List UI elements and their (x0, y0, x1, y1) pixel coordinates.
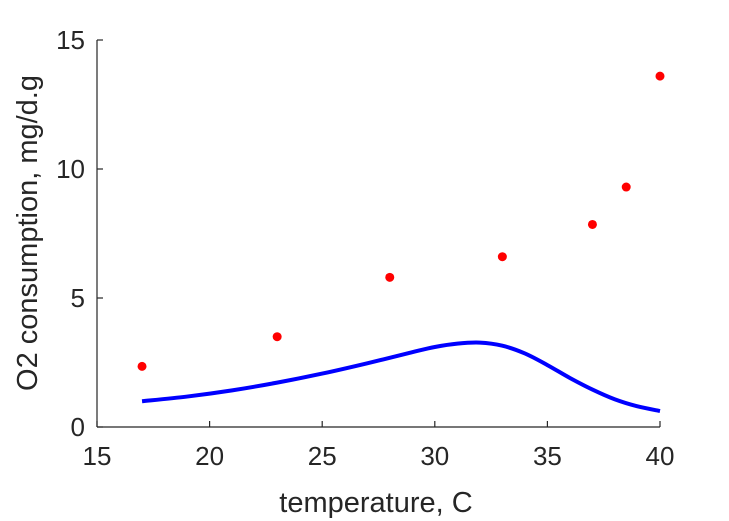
axes: 15 20 25 30 35 40 0 5 10 15 (56, 25, 674, 471)
y-tick-label: 0 (71, 412, 85, 442)
y-tick-label: 10 (56, 154, 85, 184)
data-point (137, 361, 147, 371)
data-point (385, 272, 395, 282)
x-tick-label: 30 (420, 441, 449, 471)
x-tick-label: 25 (308, 441, 337, 471)
x-tick-label: 15 (83, 441, 112, 471)
data-point (655, 71, 665, 81)
y-axis-label: O2 consumption, mg/d.g (12, 75, 44, 391)
model-curve-line (141, 340, 661, 413)
x-tick-label: 35 (533, 441, 562, 471)
data-point (272, 332, 282, 342)
data-point (497, 252, 507, 262)
y-tick-label: 5 (71, 283, 85, 313)
x-tick-label: 20 (195, 441, 224, 471)
data-point (587, 219, 597, 229)
x-axis-label: temperature, C (279, 487, 472, 519)
x-tick-label: 40 (646, 441, 675, 471)
data-point (621, 182, 631, 192)
chart-marks (137, 71, 665, 413)
y-tick-label: 15 (56, 25, 85, 55)
